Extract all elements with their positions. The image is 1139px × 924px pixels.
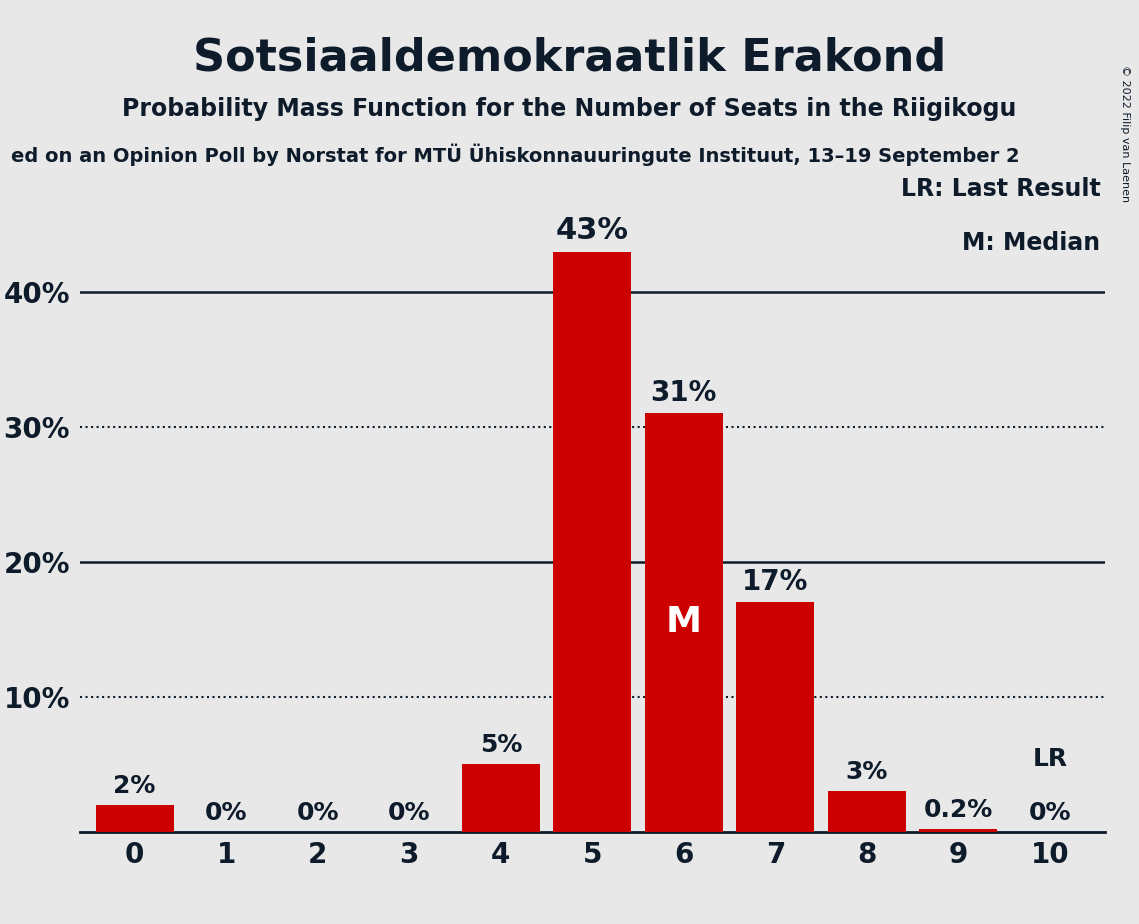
Bar <box>96 805 173 832</box>
Text: 0.2%: 0.2% <box>924 798 993 822</box>
Text: 0%: 0% <box>296 801 339 825</box>
Text: M: Median: M: Median <box>962 231 1100 255</box>
Text: 17%: 17% <box>743 567 809 596</box>
Bar <box>645 413 723 832</box>
Text: © 2022 Filip van Laenen: © 2022 Filip van Laenen <box>1121 65 1130 201</box>
Text: 5%: 5% <box>480 734 522 758</box>
Text: Sotsiaaldemokraatlik Erakond: Sotsiaaldemokraatlik Erakond <box>192 37 947 80</box>
Text: 0%: 0% <box>205 801 247 825</box>
Bar <box>554 251 631 832</box>
Bar <box>461 764 540 832</box>
Text: M: M <box>666 605 702 639</box>
Bar <box>919 829 998 832</box>
Text: ed on an Opinion Poll by Norstat for MTÜ Ühiskonnauuringute Instituut, 13–19 Sep: ed on an Opinion Poll by Norstat for MTÜ… <box>11 143 1021 165</box>
Bar <box>737 602 814 832</box>
Bar <box>828 791 906 832</box>
Text: 0%: 0% <box>1029 801 1071 825</box>
Text: LR: Last Result: LR: Last Result <box>901 177 1100 201</box>
Text: 43%: 43% <box>556 216 629 245</box>
Text: 2%: 2% <box>114 774 156 798</box>
Text: Probability Mass Function for the Number of Seats in the Riigikogu: Probability Mass Function for the Number… <box>122 97 1017 121</box>
Text: 31%: 31% <box>650 379 716 407</box>
Text: 0%: 0% <box>388 801 431 825</box>
Text: LR: LR <box>1032 747 1067 771</box>
Text: 3%: 3% <box>845 760 888 784</box>
